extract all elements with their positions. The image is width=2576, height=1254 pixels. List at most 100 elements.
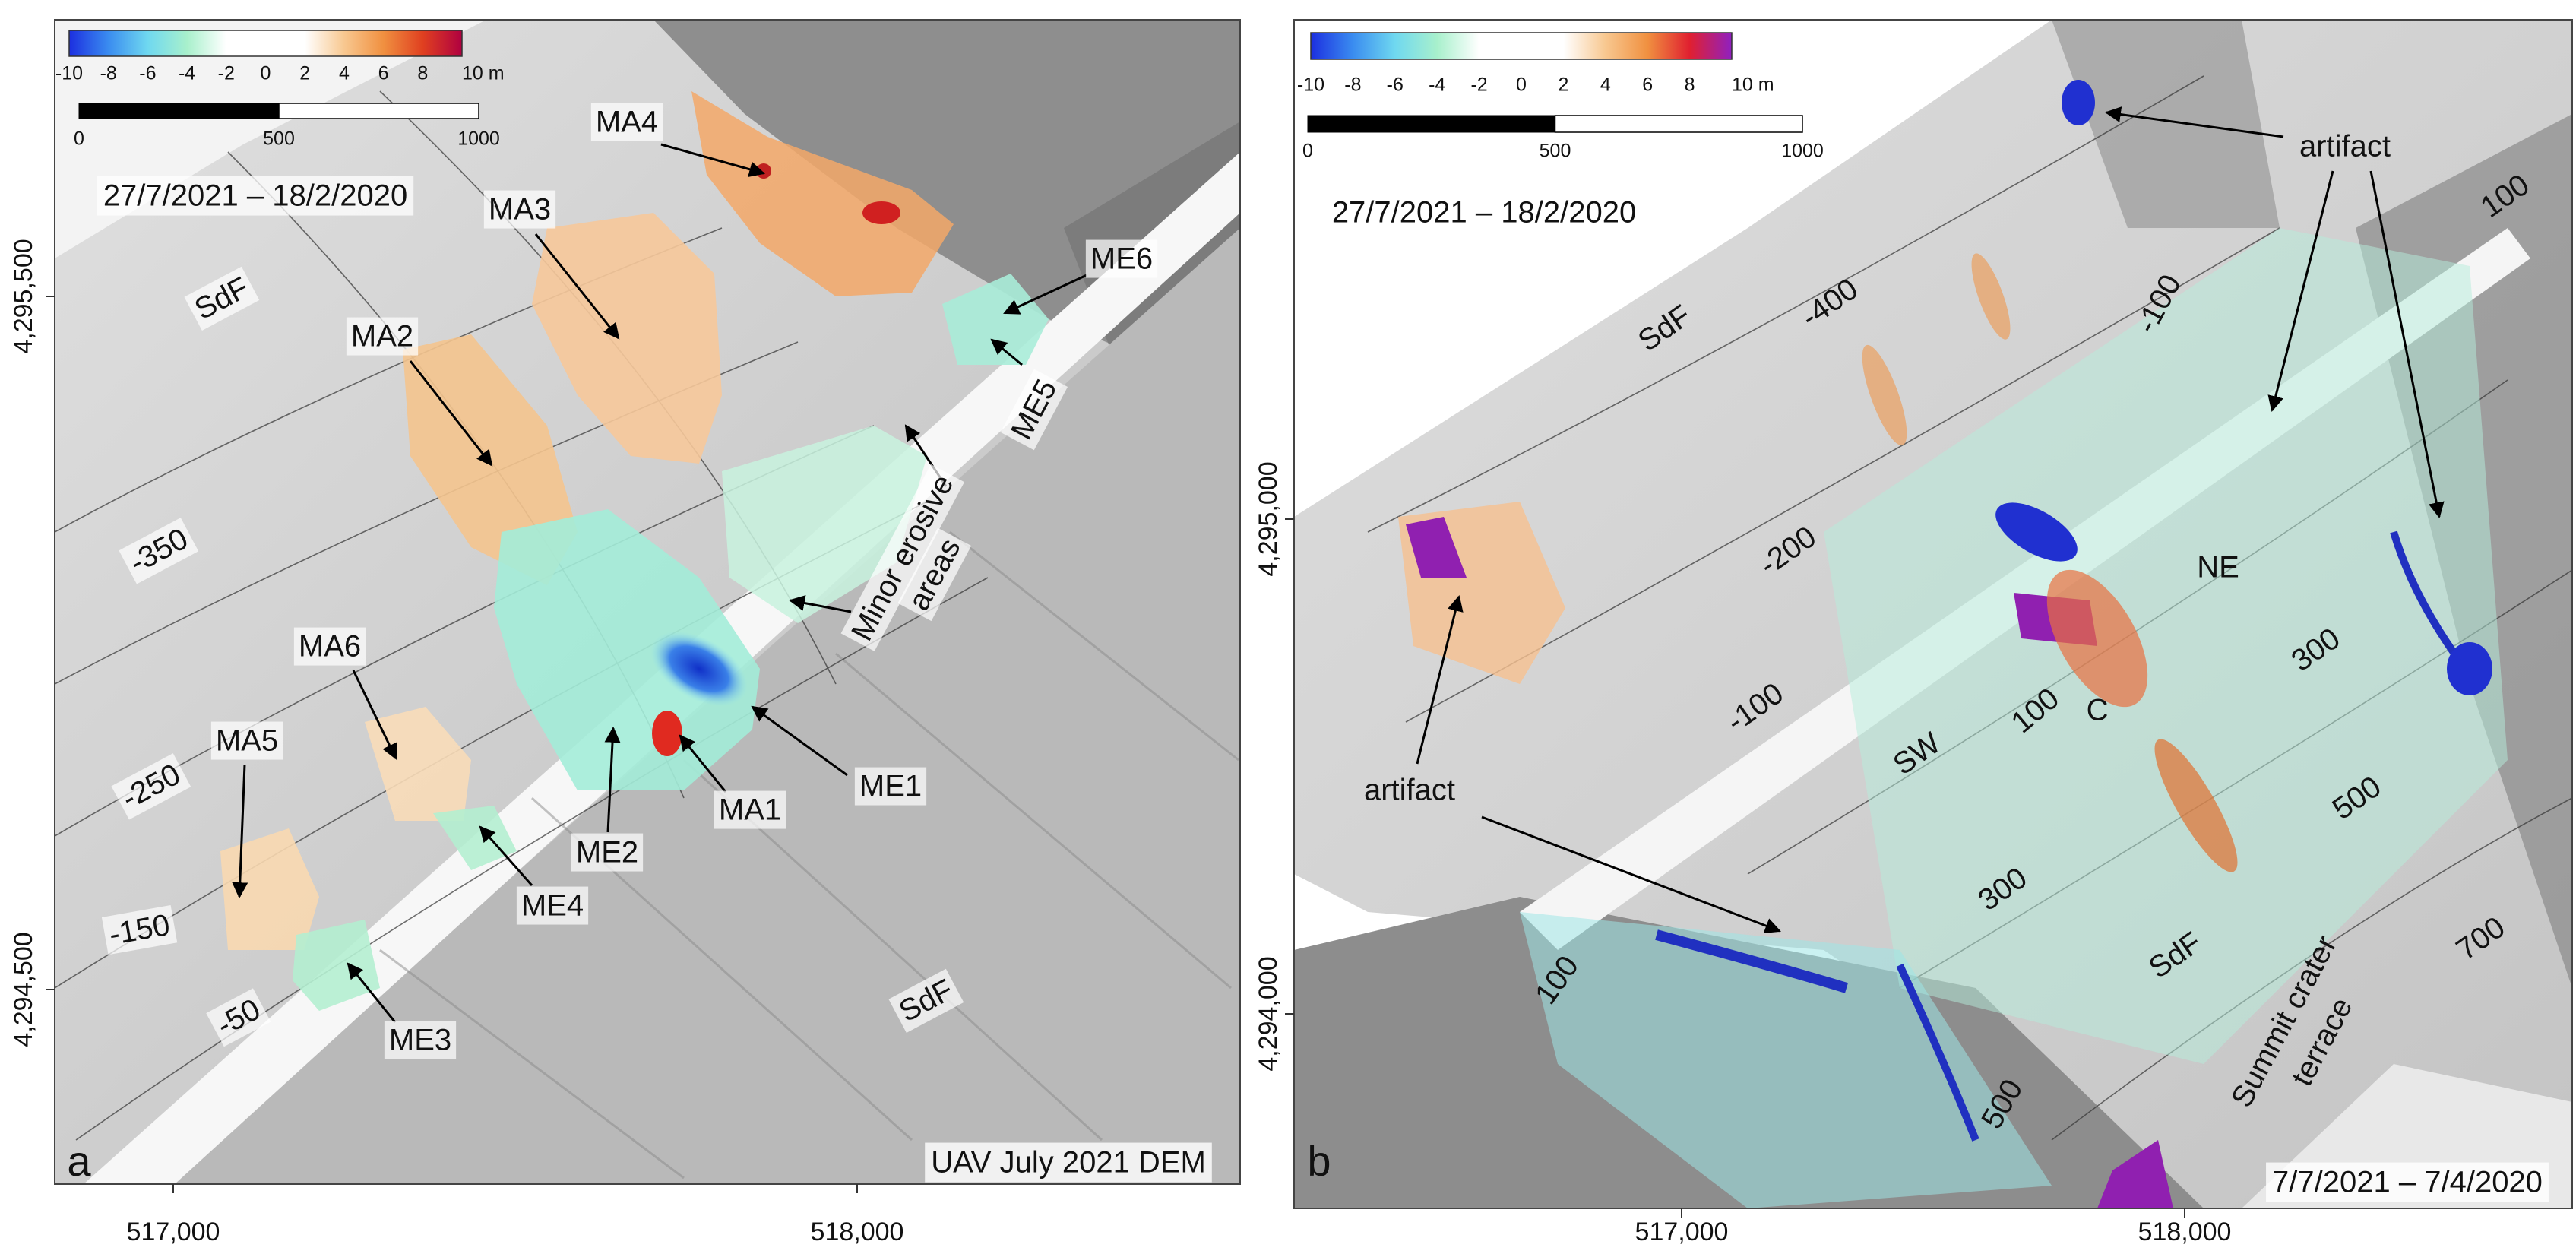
- colorbar-tick-label: 6: [1642, 74, 1653, 96]
- x-tick-label: 518,000: [2138, 1218, 2232, 1246]
- label-box: [384, 1021, 457, 1059]
- colorbar-tick-label: 0: [1516, 74, 1527, 96]
- map-label: -250: [111, 753, 191, 820]
- colorbar-tick-label: 6: [378, 63, 389, 84]
- map-label-text: artifact: [2299, 130, 2391, 163]
- panel-letter: a: [67, 1137, 91, 1185]
- map-label: ME1: [854, 767, 927, 806]
- arrow: [232, 764, 248, 899]
- label-box: [897, 527, 972, 622]
- label-box: [840, 464, 965, 651]
- map-label-text: MA4: [596, 106, 658, 139]
- map-label-text: MA1: [719, 793, 781, 827]
- map-label-text: MA5: [216, 724, 278, 758]
- colorbar-tick-label: -4: [179, 63, 195, 84]
- map-label: MA6: [293, 627, 366, 666]
- scalebar-label: 500: [1540, 141, 1571, 162]
- map-label: -150: [101, 904, 178, 955]
- x-tick-label: 517,000: [1635, 1218, 1729, 1246]
- label-box: [293, 627, 366, 666]
- map-label: MA2: [346, 317, 419, 356]
- footer-group: UAV July 2021 DEM: [925, 1142, 1212, 1183]
- y-tick-label: 4,294,500: [9, 932, 38, 1047]
- arrow: [1481, 815, 1781, 934]
- arrow: [2267, 170, 2334, 413]
- label-box: [590, 103, 663, 141]
- y-tick-label: 4,295,500: [9, 239, 38, 353]
- date-group: 27/7/2021 – 18/2/2020: [97, 176, 414, 216]
- map-label-text: ME2: [576, 836, 638, 869]
- arrow: [1003, 274, 1087, 315]
- colorbar-tick-label: 10 m: [462, 63, 505, 84]
- map-label-text: ME1: [859, 770, 922, 803]
- label-box: [210, 721, 283, 760]
- frame-a: [54, 19, 1241, 1185]
- map-label: MA5: [210, 721, 283, 760]
- map-label-text: ME4: [521, 889, 584, 923]
- colorbar-tick-label: 4: [339, 63, 350, 84]
- scalebar-label: 500: [263, 128, 295, 150]
- label-box: [925, 1142, 1212, 1183]
- scalebar-white: [278, 103, 479, 119]
- date-label: 27/7/2021 – 18/2/2020: [1332, 196, 1636, 230]
- colorbar-tick-label: -8: [100, 63, 117, 84]
- map-label: NE: [2197, 551, 2239, 584]
- colorbar-tick-label: 2: [299, 63, 310, 84]
- arrow: [990, 338, 1023, 366]
- map-label: ME6: [1085, 239, 1158, 278]
- colorbar-tick-label: 10 m: [1732, 74, 1774, 96]
- arrow: [1416, 594, 1464, 765]
- date-label: 27/7/2021 – 18/2/2020: [103, 179, 407, 213]
- scalebar-label: 1000: [457, 128, 500, 150]
- map-label-text: MA6: [299, 630, 361, 663]
- y-tick-label: 4,295,000: [1254, 461, 1283, 576]
- label-box: [111, 753, 191, 820]
- arrow: [479, 825, 533, 886]
- colorbar-tick-label: -8: [1344, 74, 1361, 96]
- label-box: [206, 988, 271, 1047]
- label-box: [184, 266, 260, 331]
- scalebar-label: 0: [1302, 141, 1313, 162]
- x-tick-label: 518,000: [811, 1218, 904, 1246]
- label-box: [97, 176, 414, 216]
- colorbar-tick-label: -10: [55, 63, 83, 84]
- label-box: [1085, 239, 1158, 278]
- arrow: [2369, 170, 2445, 519]
- label-box: [714, 790, 786, 829]
- panel-letter: b: [1307, 1137, 1331, 1185]
- x-tick-label: 517,000: [127, 1218, 220, 1246]
- map-label-text: MA3: [489, 193, 551, 226]
- map-label: MA1: [714, 790, 786, 829]
- colorbar-tick-label: 4: [1600, 74, 1611, 96]
- label-box: [516, 886, 589, 925]
- label-box: [101, 904, 178, 955]
- arrow: [751, 705, 848, 777]
- label-box: [346, 317, 419, 356]
- footer-label: 7/7/2021 – 7/4/2020: [2272, 1166, 2543, 1199]
- label-box: [1000, 369, 1068, 451]
- map-label-text: artifact: [1364, 774, 1455, 807]
- arrow: [352, 670, 397, 760]
- colorbar-tick-label: -4: [1429, 74, 1445, 96]
- map-label-text: ME6: [1090, 242, 1153, 276]
- map-label: artifact: [1364, 774, 1455, 807]
- map-label: MA4: [590, 103, 663, 141]
- arrow: [409, 360, 493, 467]
- scalebar-white: [1554, 115, 1803, 133]
- arrow: [534, 233, 620, 340]
- colorbar-tick-label: 2: [1558, 74, 1568, 96]
- map-label-text: C: [2087, 694, 2109, 727]
- arrow: [679, 734, 727, 793]
- map-label: ME3: [384, 1021, 457, 1059]
- colorbar: [1310, 32, 1733, 60]
- y-tick-label: 4,294,000: [1254, 956, 1283, 1071]
- arrow: [660, 143, 766, 177]
- map-b: [1294, 20, 2572, 1208]
- colorbar-tick-label: -2: [1470, 74, 1487, 96]
- colorbar-tick-label: -6: [139, 63, 156, 84]
- label-box: [2266, 1162, 2549, 1202]
- arrow: [604, 726, 621, 833]
- map-label: MA3: [483, 190, 556, 229]
